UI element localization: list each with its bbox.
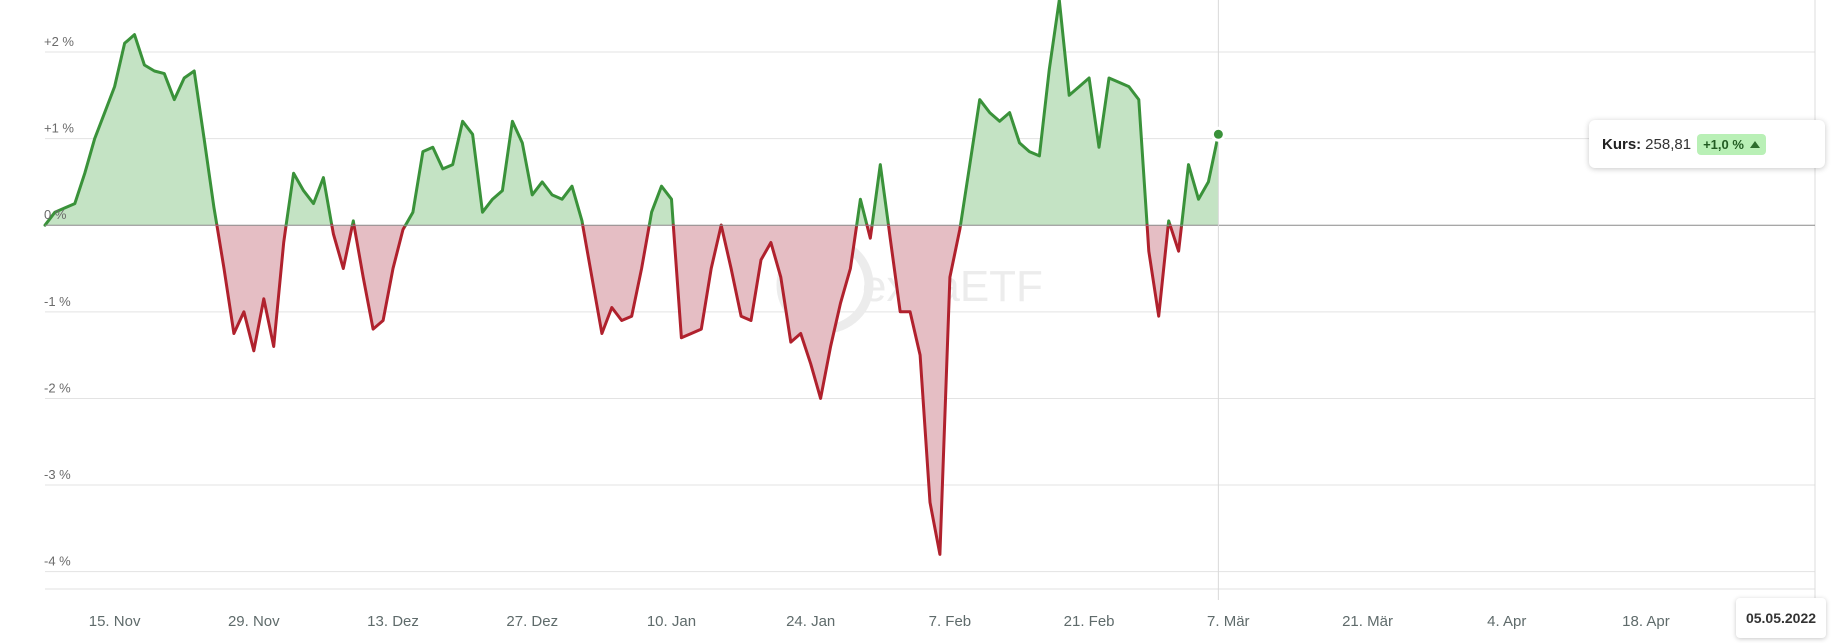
positive-series-line <box>870 163 890 227</box>
positive-series-line <box>1180 132 1220 227</box>
tooltip-label: Kurs: <box>1602 135 1642 153</box>
x-tick-label: 21. Feb <box>1064 613 1115 630</box>
negative-area <box>354 225 406 330</box>
price-tooltip: Kurs: 258,81 +1,0 % <box>1589 120 1825 168</box>
negative-series-line <box>352 223 407 331</box>
y-tick-label: 0 % <box>44 207 67 222</box>
tooltip-change-badge: +1,0 % <box>1697 133 1766 155</box>
x-tick-label: 7. Feb <box>929 613 972 630</box>
x-tick-label: 13. Dez <box>367 613 419 630</box>
y-tick-label: -3 % <box>44 467 71 482</box>
negative-series-line <box>215 223 288 353</box>
negative-area <box>721 225 857 399</box>
positive-area <box>960 0 1148 226</box>
x-tick-label: 10. Jan <box>647 613 696 630</box>
negative-area <box>1147 225 1169 317</box>
x-tick-label: 24. Jan <box>786 613 835 630</box>
y-tick-label: -2 % <box>44 380 71 395</box>
x-tick-label: 27. Dez <box>506 613 558 630</box>
x-tick-label: 29. Nov <box>228 613 280 630</box>
positive-series-line <box>647 184 675 227</box>
positive-series-line <box>284 171 334 227</box>
arrow-up-icon <box>1749 140 1760 148</box>
negative-series-line <box>719 223 859 400</box>
x-tick-label: 15. Nov <box>89 613 141 630</box>
negative-series-line <box>1145 223 1170 318</box>
tooltip-value: 258,81 <box>1645 135 1692 153</box>
tooltip-change-value: +1,0 % <box>1703 136 1744 152</box>
selected-date-label: 05.05.2022 <box>1736 598 1826 638</box>
positive-area <box>405 121 583 226</box>
cursor-marker <box>1210 126 1226 142</box>
positive-area <box>872 164 889 226</box>
series-lines <box>43 0 1220 556</box>
x-axis: 15. Nov 29. Nov 13. Dez 27. Dez 10. Jan 24. J… <box>89 613 1670 630</box>
y-tick-label: -4 % <box>44 554 71 569</box>
positive-series-line <box>1166 219 1172 227</box>
x-tick-label: 21. Mär <box>1342 613 1393 630</box>
negative-series-line <box>887 223 962 556</box>
positive-series-line <box>855 197 869 227</box>
x-tick-label: 4. Apr <box>1487 613 1526 630</box>
negative-series-line <box>581 223 651 335</box>
x-tick-label: 18. Apr <box>1622 613 1670 630</box>
y-tick-label: +2 % <box>44 34 74 49</box>
positive-series-line <box>43 33 219 227</box>
positive-series-line <box>959 0 1149 227</box>
positive-area <box>45 34 217 226</box>
negative-series-line <box>671 223 723 340</box>
negative-area <box>331 225 353 269</box>
y-tick-label: +1 % <box>44 121 74 136</box>
positive-series-line <box>404 119 585 227</box>
negative-area <box>673 225 722 338</box>
x-tick-label: 7. Mär <box>1207 613 1250 630</box>
negative-series-line <box>865 223 874 240</box>
negative-series-line <box>1168 223 1184 253</box>
y-tick-label: -1 % <box>44 294 71 309</box>
positive-area <box>1181 134 1219 226</box>
y-axis: +2 % +1 % 0 % -1 % -2 % -3 % -4 % <box>44 34 74 569</box>
negative-series-line <box>330 223 354 270</box>
